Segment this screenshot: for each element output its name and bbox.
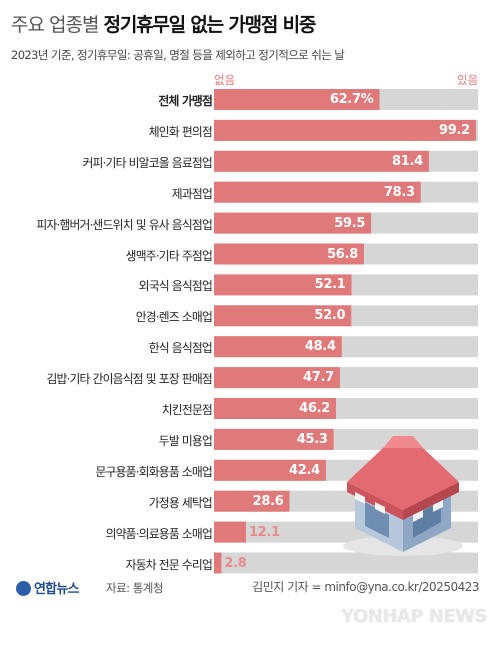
store-illustration xyxy=(343,436,463,556)
category-label: 한식 음식점업 xyxy=(148,341,213,356)
bar xyxy=(214,243,364,265)
value-label: 52.1 xyxy=(314,277,346,293)
bar xyxy=(214,150,429,172)
category-label: 두발 미용업 xyxy=(158,433,213,448)
bar xyxy=(214,490,290,512)
watermark: YONHAP NEWS xyxy=(341,606,487,627)
value-label: 56.8 xyxy=(327,246,358,262)
bar xyxy=(214,336,342,358)
value-label: 46.2 xyxy=(299,401,330,416)
category-label: 치킨전문점 xyxy=(161,403,213,417)
category-label: 안경·렌즈 소매업 xyxy=(135,310,213,325)
category-label: 외국식 음식점업 xyxy=(138,279,213,294)
chart-subtitle: 2023년 기준, 정기휴무일: 공휴일, 명절 등을 제외하고 정기적으로 쉬… xyxy=(11,48,345,62)
bar xyxy=(214,89,380,110)
category-label: 제과점업 xyxy=(171,186,213,201)
logo-text: 연합뉴스 xyxy=(34,582,79,597)
value-label: 78.3 xyxy=(383,184,415,200)
bar-remainder xyxy=(214,552,478,574)
value-label: 12.1 xyxy=(248,524,280,540)
value-label: 99.2 xyxy=(439,122,470,138)
category-label: 전체 가맹점 xyxy=(158,94,212,108)
category-label: 김밥·기타 간이음식점 및 포장 판매점 xyxy=(46,372,212,387)
category-label: 의약품·의료용품 소매업 xyxy=(105,526,213,541)
bar xyxy=(214,305,352,327)
bar xyxy=(214,119,476,141)
bar xyxy=(214,552,222,574)
value-label: 52.0 xyxy=(314,308,346,324)
source-text: 자료: 통계청 xyxy=(106,581,163,595)
category-label: 커피·기타 비알코올 음료점업 xyxy=(82,155,213,170)
value-label: 2.8 xyxy=(224,555,247,571)
bar xyxy=(214,428,334,450)
bar xyxy=(214,181,421,203)
category-label: 문구용품·회화용품 소매업 xyxy=(95,464,213,479)
legend-has-label: 있음 xyxy=(457,73,479,87)
title-prefix: 주요 업종별 xyxy=(11,14,99,36)
value-label: 47.7 xyxy=(303,370,334,386)
value-label: 59.5 xyxy=(334,215,366,231)
credit-text: 김민지 기자 = minfo@yna.co.kr/20250423 xyxy=(252,580,479,594)
category-label: 피자·햄버거·샌드위치 및 유사 음식점업 xyxy=(36,217,212,232)
category-label: 생맥주·기타 주점업 xyxy=(125,248,213,263)
bar xyxy=(214,367,340,389)
category-label: 가정용 세탁업 xyxy=(148,495,213,510)
yonhap-logo: 연합뉴스 xyxy=(16,578,79,597)
value-label: 62.7% xyxy=(329,92,374,107)
logo-mark-icon xyxy=(16,581,31,596)
bar xyxy=(214,212,372,234)
chart-title: 주요 업종별 정기휴무일 없는 가맹점 비중 xyxy=(11,10,317,37)
bar xyxy=(214,274,352,296)
title-main: 정기휴무일 없는 가맹점 비중 xyxy=(103,14,317,36)
bar xyxy=(214,521,246,543)
category-label: 자동차 전문 수리업 xyxy=(125,557,213,572)
category-label: 체인화 편의점 xyxy=(148,124,213,139)
value-label: 45.3 xyxy=(296,431,328,447)
value-label: 81.4 xyxy=(392,153,423,169)
bar xyxy=(214,398,336,419)
value-label: 42.4 xyxy=(289,462,320,478)
bar xyxy=(214,459,326,481)
value-label: 28.6 xyxy=(252,493,284,509)
value-label: 48.4 xyxy=(304,339,336,355)
legend-none-label: 없음 xyxy=(214,73,236,87)
